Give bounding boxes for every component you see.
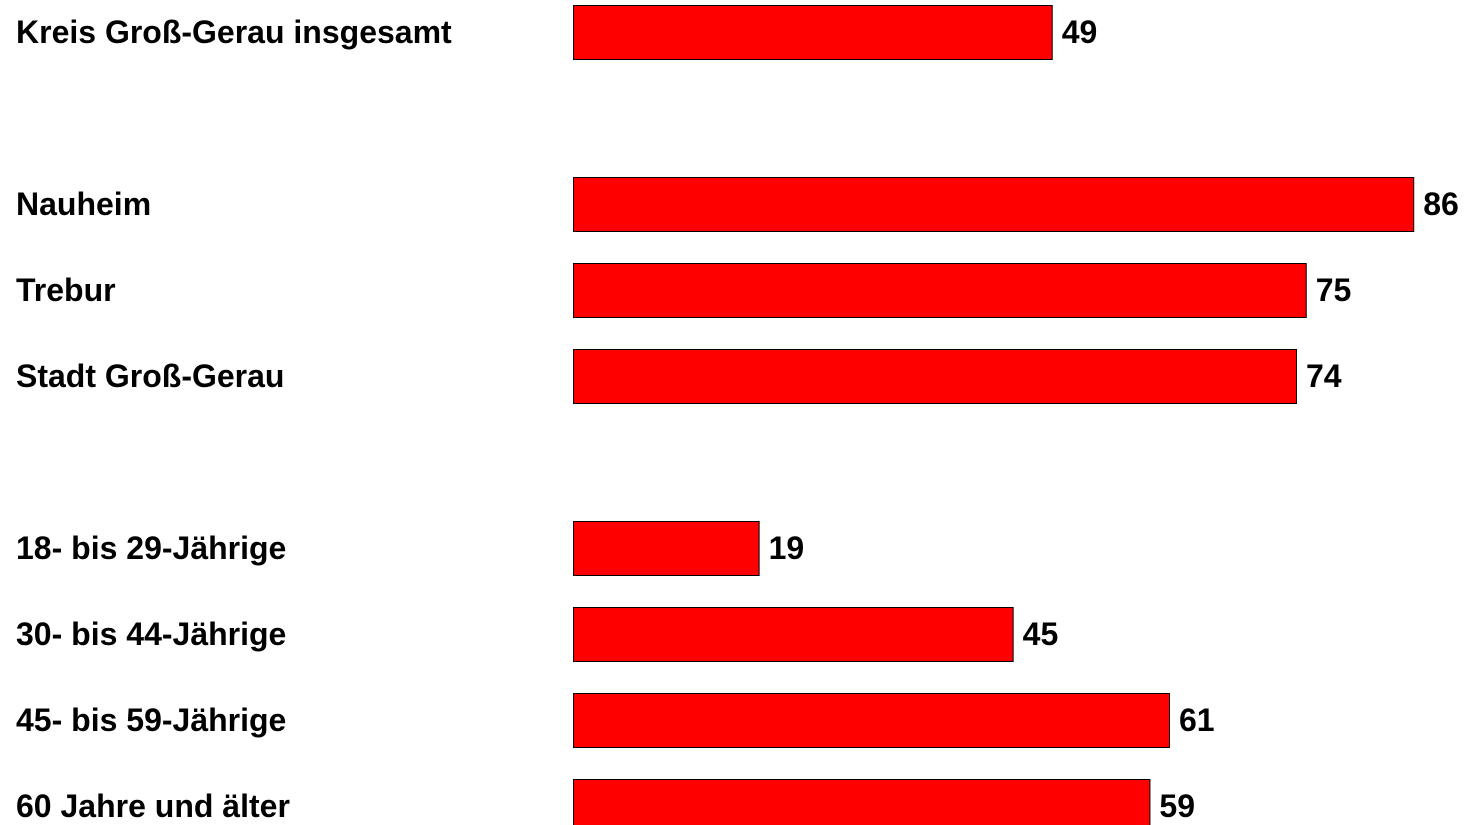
bar	[573, 693, 1170, 748]
data-label: 45	[1023, 616, 1059, 652]
category-label: Stadt Groß-Gerau	[16, 358, 284, 394]
category-label: Nauheim	[16, 186, 151, 222]
bar	[573, 607, 1014, 662]
category-label: 18- bis 29-Jährige	[16, 530, 286, 566]
data-label: 61	[1179, 702, 1215, 738]
data-label: 59	[1159, 788, 1195, 824]
bar	[573, 5, 1053, 60]
category-label: Trebur	[16, 272, 116, 308]
category-label: 45- bis 59-Jährige	[16, 702, 286, 738]
category-label: 30- bis 44-Jährige	[16, 616, 286, 652]
data-label: 74	[1306, 358, 1342, 394]
data-label: 19	[769, 530, 805, 566]
bar	[573, 521, 760, 576]
bar	[573, 177, 1415, 232]
data-label: 75	[1316, 272, 1352, 308]
data-label: 86	[1423, 186, 1459, 222]
bars-layer: Kreis Groß-Gerau insgesamt 49 Nauheim 86 Tre…	[16, 5, 1459, 825]
category-label: Kreis Groß-Gerau insgesamt	[16, 14, 452, 50]
bar	[573, 779, 1151, 825]
data-label: 49	[1062, 14, 1098, 50]
category-label: 60 Jahre und älter	[16, 788, 290, 824]
bar	[573, 349, 1297, 404]
bar	[573, 263, 1307, 318]
